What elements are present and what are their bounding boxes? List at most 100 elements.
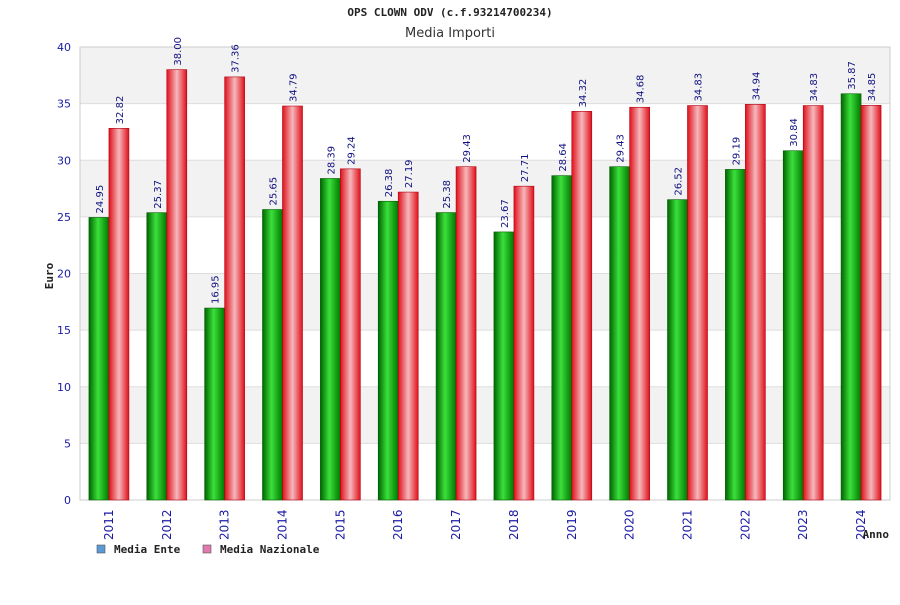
plot-band [80, 47, 890, 104]
data-label: 16.95 [211, 275, 222, 304]
bar-media-nazionale [687, 105, 708, 501]
x-tick-label: 2020 [623, 509, 637, 540]
y-axis-ticks: 0 5 10 15 20 25 30 35 40 [57, 41, 71, 507]
bar-media-nazionale [224, 76, 245, 501]
bar-media-nazionale [860, 105, 882, 501]
data-label: 24.95 [95, 185, 106, 214]
data-label: 32.82 [115, 96, 126, 125]
bar-media-nazionale [455, 166, 477, 501]
y-tick-label: 35 [57, 98, 71, 111]
x-tick-label: 2014 [276, 509, 290, 540]
plot-band [80, 103, 890, 161]
bar-media-nazionale [282, 105, 303, 501]
x-axis-ticks: 2011 2012 2013 2014 2015 2016 2017 2018 2019 2020… [102, 509, 868, 540]
x-axis-label: Anno [863, 528, 890, 541]
bar-media-nazionale [397, 191, 419, 501]
data-label: 29.24 [346, 136, 357, 165]
x-tick-label: 2019 [565, 509, 579, 540]
data-label: 34.32 [578, 79, 589, 108]
bar-media-ente [146, 212, 168, 501]
bar-media-ente [320, 178, 341, 501]
data-label: 34.94 [751, 72, 762, 101]
bar-media-ente [435, 212, 457, 501]
data-label: 29.43 [462, 134, 473, 163]
plot-band [80, 443, 890, 500]
data-label: 29.19 [731, 137, 742, 166]
data-label: 34.85 [867, 73, 878, 102]
data-label: 35.87 [847, 61, 858, 90]
bar-media-nazionale [513, 185, 535, 501]
x-tick-label: 2022 [738, 509, 752, 540]
y-tick-label: 40 [57, 41, 71, 54]
plot-band [80, 160, 890, 217]
x-tick-label: 2021 [681, 509, 695, 540]
x-tick-label: 2012 [160, 509, 174, 540]
data-label: 28.64 [558, 143, 569, 172]
bar-media-ente [262, 209, 283, 501]
y-tick-label: 25 [57, 211, 71, 224]
y-axis-label: Euro [43, 262, 56, 289]
y-tick-label: 0 [64, 494, 71, 507]
chart-subtitle: Media Importi [405, 26, 495, 41]
x-tick-label: 2023 [796, 509, 810, 540]
data-label: 30.84 [789, 118, 800, 147]
bar-media-ente [667, 199, 688, 501]
bars: 24.95 32.82 25.37 38.00 16.95 37.36 25.65 34.79… [88, 37, 882, 501]
x-tick-label: 2011 [102, 509, 116, 540]
plot-band [80, 386, 890, 444]
bar-media-nazionale [340, 168, 361, 501]
x-tick-label: 2015 [333, 509, 347, 540]
bar-media-nazionale [108, 128, 130, 501]
bar-media-nazionale [802, 105, 824, 501]
bar-media-ente [551, 175, 573, 501]
bar-media-ente [609, 166, 630, 501]
bar-media-ente [725, 169, 746, 501]
legend-swatch-media-nazionale [202, 544, 212, 554]
legend-label-media-nazionale: Media Nazionale [220, 543, 320, 556]
data-label: 34.83 [694, 73, 705, 102]
x-tick-label: 2013 [218, 509, 232, 540]
bar-media-ente [377, 200, 399, 501]
data-label: 29.43 [616, 134, 627, 163]
data-label: 27.71 [520, 154, 531, 183]
data-label: 34.79 [289, 73, 300, 102]
x-tick-label: 2017 [449, 509, 463, 540]
data-label: 37.36 [231, 44, 242, 73]
x-tick-label: 2016 [391, 509, 405, 540]
data-label: 34.83 [809, 73, 820, 102]
y-tick-label: 5 [64, 437, 71, 450]
bar-media-ente [493, 231, 515, 501]
y-tick-label: 15 [57, 324, 71, 337]
bar-media-ente [88, 217, 110, 501]
bar-media-ente [840, 93, 862, 501]
plot-frame [79, 46, 891, 501]
data-label: 25.38 [442, 180, 453, 209]
bar-media-ente [204, 307, 225, 501]
y-tick-label: 30 [57, 154, 71, 167]
chart-title: OPS CLOWN ODV (c.f.93214700234) [347, 6, 552, 19]
y-tick-label: 10 [57, 381, 71, 394]
data-label: 26.52 [674, 167, 685, 196]
data-label: 26.38 [384, 169, 395, 198]
bar-media-nazionale [166, 69, 188, 501]
plot-band [80, 273, 890, 331]
bar-media-nazionale [629, 106, 650, 501]
data-label: 27.19 [404, 159, 415, 188]
bar-media-nazionale [571, 111, 593, 501]
y-tick-label: 20 [57, 268, 71, 281]
legend-swatch-media-ente [96, 544, 106, 554]
data-label: 23.67 [500, 199, 511, 228]
bar-media-nazionale [745, 104, 766, 501]
legend: Media Ente Media Nazionale [96, 543, 320, 556]
data-label: 25.65 [269, 177, 280, 206]
legend-label-media-ente: Media Ente [114, 543, 181, 556]
bar-media-ente [782, 150, 804, 501]
x-tick-label: 2024 [854, 509, 868, 540]
plot-band [80, 216, 890, 274]
x-tick-label: 2018 [507, 509, 521, 540]
data-label: 28.39 [326, 146, 337, 175]
data-label: 38.00 [173, 37, 184, 66]
data-label: 25.37 [153, 180, 164, 209]
